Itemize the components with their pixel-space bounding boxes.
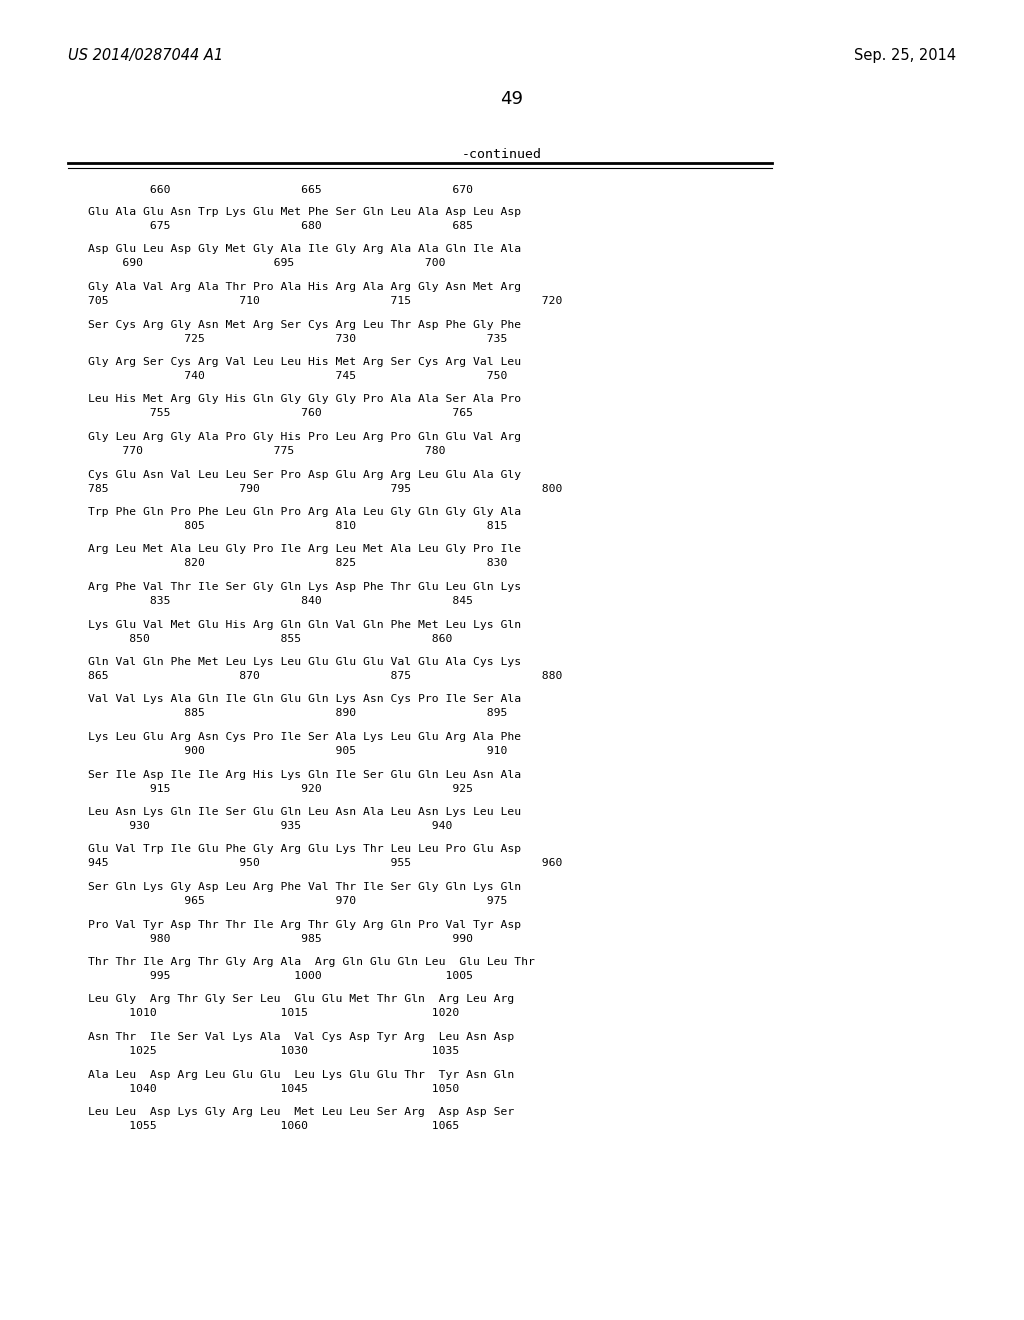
Text: Gln Val Gln Phe Met Leu Lys Leu Glu Glu Glu Val Glu Ala Cys Lys: Gln Val Gln Phe Met Leu Lys Leu Glu Glu … bbox=[88, 657, 521, 667]
Text: Val Val Lys Ala Gln Ile Gln Glu Gln Lys Asn Cys Pro Ile Ser Ala: Val Val Lys Ala Gln Ile Gln Glu Gln Lys … bbox=[88, 694, 521, 705]
Text: 660                   665                   670: 660 665 670 bbox=[88, 185, 473, 195]
Text: Gly Leu Arg Gly Ala Pro Gly His Pro Leu Arg Pro Gln Glu Val Arg: Gly Leu Arg Gly Ala Pro Gly His Pro Leu … bbox=[88, 432, 521, 442]
Text: 915                   920                   925: 915 920 925 bbox=[88, 784, 473, 793]
Text: 1040                  1045                  1050: 1040 1045 1050 bbox=[88, 1084, 459, 1093]
Text: Lys Glu Val Met Glu His Arg Gln Gln Val Gln Phe Met Leu Lys Gln: Lys Glu Val Met Glu His Arg Gln Gln Val … bbox=[88, 619, 521, 630]
Text: Asp Glu Leu Asp Gly Met Gly Ala Ile Gly Arg Ala Ala Gln Ile Ala: Asp Glu Leu Asp Gly Met Gly Ala Ile Gly … bbox=[88, 244, 521, 255]
Text: Leu Asn Lys Gln Ile Ser Glu Gln Leu Asn Ala Leu Asn Lys Leu Leu: Leu Asn Lys Gln Ile Ser Glu Gln Leu Asn … bbox=[88, 807, 521, 817]
Text: Gly Arg Ser Cys Arg Val Leu Leu His Met Arg Ser Cys Arg Val Leu: Gly Arg Ser Cys Arg Val Leu Leu His Met … bbox=[88, 356, 521, 367]
Text: 690                   695                   700: 690 695 700 bbox=[88, 259, 445, 268]
Text: 850                   855                   860: 850 855 860 bbox=[88, 634, 453, 644]
Text: 820                   825                   830: 820 825 830 bbox=[88, 558, 507, 569]
Text: 675                   680                   685: 675 680 685 bbox=[88, 220, 473, 231]
Text: US 2014/0287044 A1: US 2014/0287044 A1 bbox=[68, 48, 223, 63]
Text: 900                   905                   910: 900 905 910 bbox=[88, 746, 507, 756]
Text: 995                  1000                  1005: 995 1000 1005 bbox=[88, 972, 473, 981]
Text: 740                   745                   750: 740 745 750 bbox=[88, 371, 507, 381]
Text: Trp Phe Gln Pro Phe Leu Gln Pro Arg Ala Leu Gly Gln Gly Gly Ala: Trp Phe Gln Pro Phe Leu Gln Pro Arg Ala … bbox=[88, 507, 521, 517]
Text: 785                   790                   795                   800: 785 790 795 800 bbox=[88, 483, 562, 494]
Text: 930                   935                   940: 930 935 940 bbox=[88, 821, 453, 832]
Text: Glu Ala Glu Asn Trp Lys Glu Met Phe Ser Gln Leu Ala Asp Leu Asp: Glu Ala Glu Asn Trp Lys Glu Met Phe Ser … bbox=[88, 207, 521, 216]
Text: 1025                  1030                  1035: 1025 1030 1035 bbox=[88, 1045, 459, 1056]
Text: Leu Gly  Arg Thr Gly Ser Leu  Glu Glu Met Thr Gln  Arg Leu Arg: Leu Gly Arg Thr Gly Ser Leu Glu Glu Met … bbox=[88, 994, 514, 1005]
Text: Ala Leu  Asp Arg Leu Glu Glu  Leu Lys Glu Glu Thr  Tyr Asn Gln: Ala Leu Asp Arg Leu Glu Glu Leu Lys Glu … bbox=[88, 1069, 514, 1080]
Text: -continued: -continued bbox=[462, 148, 542, 161]
Text: Ser Cys Arg Gly Asn Met Arg Ser Cys Arg Leu Thr Asp Phe Gly Phe: Ser Cys Arg Gly Asn Met Arg Ser Cys Arg … bbox=[88, 319, 521, 330]
Text: Arg Leu Met Ala Leu Gly Pro Ile Arg Leu Met Ala Leu Gly Pro Ile: Arg Leu Met Ala Leu Gly Pro Ile Arg Leu … bbox=[88, 544, 521, 554]
Text: 865                   870                   875                   880: 865 870 875 880 bbox=[88, 671, 562, 681]
Text: Glu Val Trp Ile Glu Phe Gly Arg Glu Lys Thr Leu Leu Pro Glu Asp: Glu Val Trp Ile Glu Phe Gly Arg Glu Lys … bbox=[88, 845, 521, 854]
Text: 1055                  1060                  1065: 1055 1060 1065 bbox=[88, 1121, 459, 1131]
Text: 805                   810                   815: 805 810 815 bbox=[88, 521, 507, 531]
Text: Leu Leu  Asp Lys Gly Arg Leu  Met Leu Leu Ser Arg  Asp Asp Ser: Leu Leu Asp Lys Gly Arg Leu Met Leu Leu … bbox=[88, 1107, 514, 1117]
Text: 770                   775                   780: 770 775 780 bbox=[88, 446, 445, 455]
Text: 835                   840                   845: 835 840 845 bbox=[88, 597, 473, 606]
Text: Ser Gln Lys Gly Asp Leu Arg Phe Val Thr Ile Ser Gly Gln Lys Gln: Ser Gln Lys Gly Asp Leu Arg Phe Val Thr … bbox=[88, 882, 521, 892]
Text: Leu His Met Arg Gly His Gln Gly Gly Gly Pro Ala Ala Ser Ala Pro: Leu His Met Arg Gly His Gln Gly Gly Gly … bbox=[88, 395, 521, 404]
Text: 885                   890                   895: 885 890 895 bbox=[88, 709, 507, 718]
Text: 755                   760                   765: 755 760 765 bbox=[88, 408, 473, 418]
Text: Asn Thr  Ile Ser Val Lys Ala  Val Cys Asp Tyr Arg  Leu Asn Asp: Asn Thr Ile Ser Val Lys Ala Val Cys Asp … bbox=[88, 1032, 514, 1041]
Text: Pro Val Tyr Asp Thr Thr Ile Arg Thr Gly Arg Gln Pro Val Tyr Asp: Pro Val Tyr Asp Thr Thr Ile Arg Thr Gly … bbox=[88, 920, 521, 929]
Text: Sep. 25, 2014: Sep. 25, 2014 bbox=[854, 48, 956, 63]
Text: Arg Phe Val Thr Ile Ser Gly Gln Lys Asp Phe Thr Glu Leu Gln Lys: Arg Phe Val Thr Ile Ser Gly Gln Lys Asp … bbox=[88, 582, 521, 591]
Text: Cys Glu Asn Val Leu Leu Ser Pro Asp Glu Arg Arg Leu Glu Ala Gly: Cys Glu Asn Val Leu Leu Ser Pro Asp Glu … bbox=[88, 470, 521, 479]
Text: 725                   730                   735: 725 730 735 bbox=[88, 334, 507, 343]
Text: 705                   710                   715                   720: 705 710 715 720 bbox=[88, 296, 562, 306]
Text: Thr Thr Ile Arg Thr Gly Arg Ala  Arg Gln Glu Gln Leu  Glu Leu Thr: Thr Thr Ile Arg Thr Gly Arg Ala Arg Gln … bbox=[88, 957, 535, 968]
Text: 965                   970                   975: 965 970 975 bbox=[88, 896, 507, 906]
Text: 980                   985                   990: 980 985 990 bbox=[88, 933, 473, 944]
Text: 1010                  1015                  1020: 1010 1015 1020 bbox=[88, 1008, 459, 1019]
Text: Ser Ile Asp Ile Ile Arg His Lys Gln Ile Ser Glu Gln Leu Asn Ala: Ser Ile Asp Ile Ile Arg His Lys Gln Ile … bbox=[88, 770, 521, 780]
Text: Gly Ala Val Arg Ala Thr Pro Ala His Arg Ala Arg Gly Asn Met Arg: Gly Ala Val Arg Ala Thr Pro Ala His Arg … bbox=[88, 282, 521, 292]
Text: 49: 49 bbox=[501, 90, 523, 108]
Text: Lys Leu Glu Arg Asn Cys Pro Ile Ser Ala Lys Leu Glu Arg Ala Phe: Lys Leu Glu Arg Asn Cys Pro Ile Ser Ala … bbox=[88, 733, 521, 742]
Text: 945                   950                   955                   960: 945 950 955 960 bbox=[88, 858, 562, 869]
